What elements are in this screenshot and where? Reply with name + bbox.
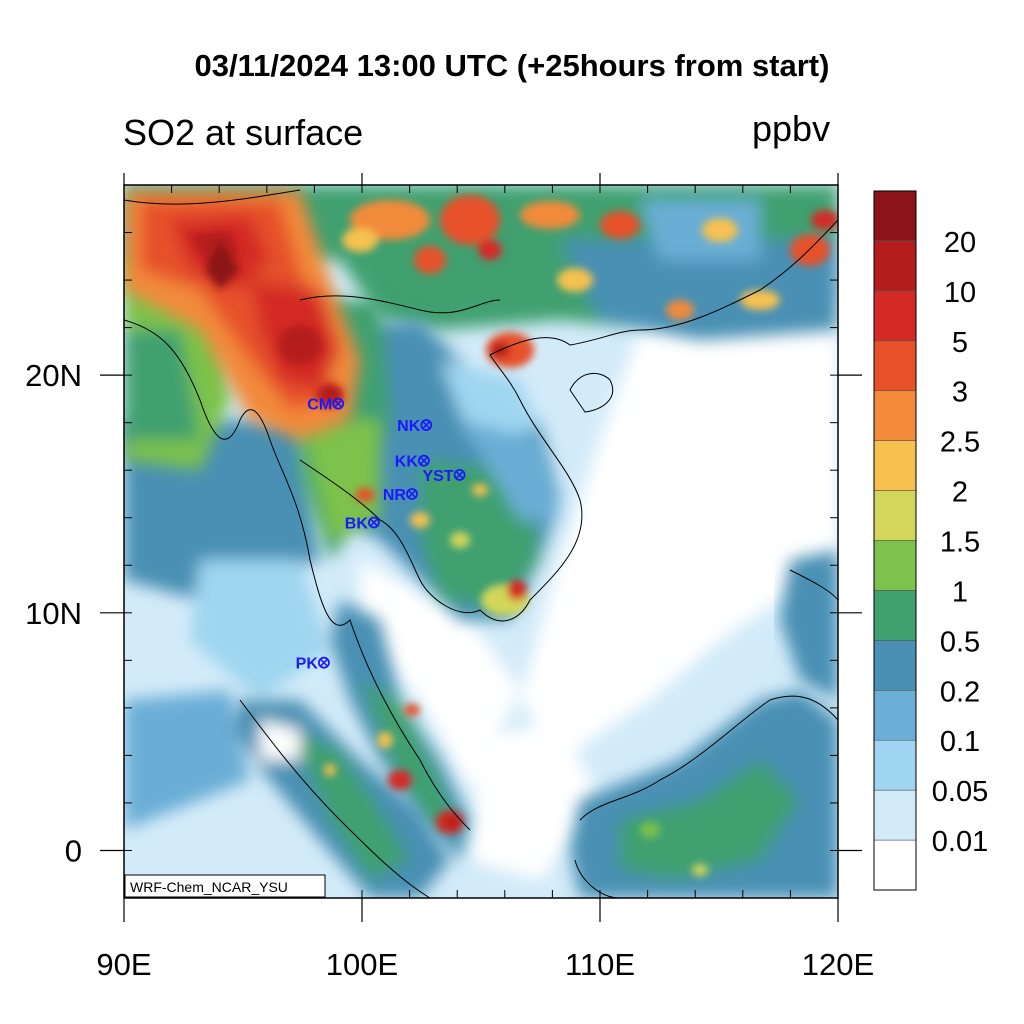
station-label: BK — [345, 515, 369, 532]
colorbar-frame — [873, 190, 917, 891]
station-label: CM — [307, 397, 332, 414]
station-label: NR — [383, 487, 407, 504]
station-label: NK — [397, 418, 421, 435]
colorbar-swatch — [873, 290, 917, 342]
colorbar-swatch — [873, 689, 917, 741]
so2-field — [124, 185, 838, 898]
x-tick-label: 90E — [96, 947, 151, 982]
colorbar-label: 1.5 — [940, 527, 980, 559]
colorbar-label: 0.1 — [940, 726, 980, 758]
station-cross — [319, 658, 328, 667]
y-axis: 0 10N 20N — [25, 358, 862, 868]
colorbar-swatch — [873, 739, 917, 791]
colorbar-swatch — [873, 590, 917, 641]
station-kk: KK — [395, 454, 430, 471]
station-cross — [422, 420, 431, 430]
colorbar-label: 2.5 — [940, 427, 980, 459]
model-label: WRF-Chem_NCAR_YSU — [130, 879, 288, 895]
station-yst: YST — [422, 468, 466, 485]
colorbar-label: 3 — [952, 377, 968, 409]
colorbar-swatch — [873, 240, 917, 292]
station-marker-icon — [453, 469, 466, 481]
colorbar-swatch — [873, 190, 917, 242]
y-tick-label: 10N — [25, 596, 82, 631]
station-cross — [369, 518, 378, 527]
y-tick-label: 0 — [65, 833, 82, 868]
colorbar-label: 0.5 — [940, 626, 980, 658]
station-label: YST — [422, 468, 453, 485]
variable-label: SO2 at surface — [123, 112, 364, 153]
colorbar-swatch — [873, 490, 917, 541]
station-pk: PK — [296, 656, 330, 673]
station-nk: NK — [397, 418, 433, 435]
colorbar-label: 20 — [944, 227, 976, 259]
station-marker-icon — [406, 488, 418, 500]
colorbar-swatch — [873, 839, 917, 891]
colorbar-label: 1 — [952, 576, 968, 608]
model-label-box: WRF-Chem_NCAR_YSU — [124, 874, 326, 898]
x-axis: 90E 100E 110E 120E — [96, 173, 874, 982]
x-tick-label: 120E — [802, 947, 874, 982]
colorbar: 0.01 0.05 0.1 0.2 0.5 1 1.5 2 2.5 3 5 10 20 — [873, 190, 988, 891]
station-cross — [334, 399, 343, 408]
colorbar-swatch — [873, 390, 917, 441]
x-tick-label: 110E — [565, 947, 635, 982]
station-label: PK — [296, 656, 319, 673]
colorbar-label: 0.2 — [940, 676, 980, 708]
x-tick-label: 100E — [326, 947, 398, 982]
station-nr: NR — [383, 487, 418, 504]
colorbar-swatch — [873, 440, 917, 491]
y-tick-label: 20N — [25, 358, 82, 393]
station-label: KK — [395, 454, 419, 471]
station-marker-icon — [318, 656, 330, 669]
station-marker-icon — [367, 516, 380, 529]
colorbar-swatch — [873, 640, 917, 691]
minor-ticks — [124, 184, 838, 899]
station-cm: CM — [307, 397, 345, 414]
colorbar-label: 2 — [952, 477, 968, 509]
map-frame — [123, 184, 839, 899]
colorbar-label: 5 — [952, 327, 968, 359]
colorbar-swatch — [873, 540, 917, 591]
colorbar-label: 0.05 — [932, 776, 988, 808]
colorbar-label: 0.01 — [932, 826, 988, 858]
colorbar-swatch — [873, 789, 917, 841]
station-bk: BK — [345, 515, 380, 532]
station-cross — [419, 456, 428, 465]
units-label: ppbv — [752, 108, 831, 149]
station-cross — [407, 489, 417, 499]
station-cross — [455, 470, 464, 480]
station-marker-icon — [420, 419, 433, 431]
station-marker-icon — [417, 454, 430, 467]
station-marker-icon — [332, 397, 345, 410]
colorbar-label: 10 — [944, 277, 976, 309]
plot-title: 03/11/2024 13:00 UTC (+25hours from star… — [194, 48, 830, 83]
colorbar-swatch — [873, 340, 917, 392]
